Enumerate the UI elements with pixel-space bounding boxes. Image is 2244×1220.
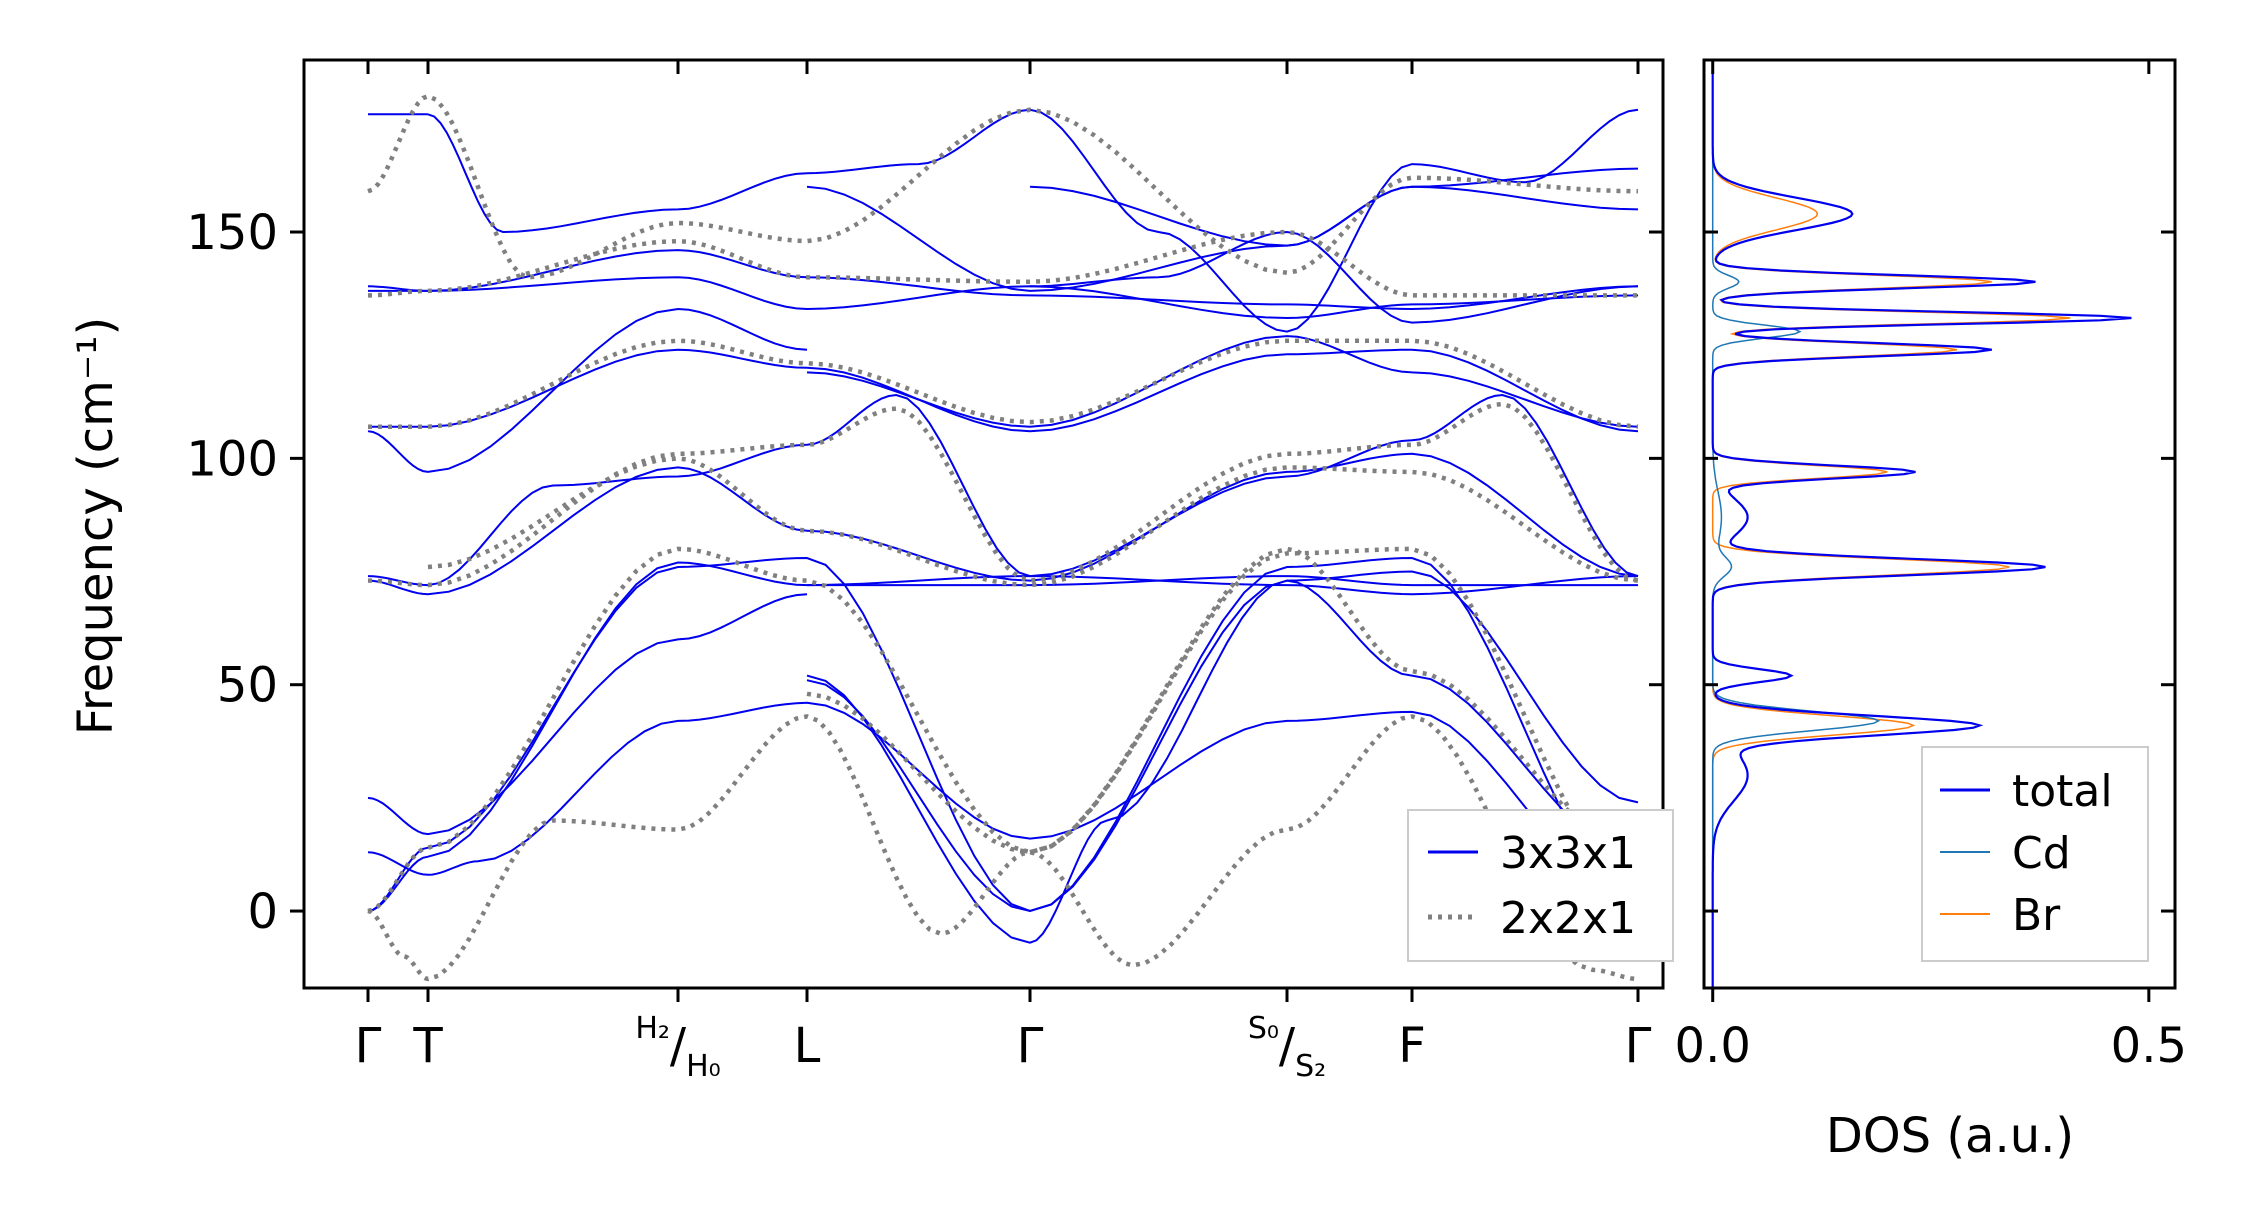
dos-x-axis-label: DOS (a.u.): [1826, 1108, 2074, 1164]
band-line-2x2x1: [367, 714, 1639, 982]
band-line-3x3x1: [807, 575, 1638, 587]
band-line-3x3x1: [1029, 230, 1639, 324]
band-line-2x2x1: [367, 401, 1639, 588]
dos-line-total: [1711, 60, 2132, 988]
band-line-2x2x1: [806, 546, 1639, 855]
band-line-2x2x1: [427, 456, 1639, 588]
dos-line-cd: [1711, 60, 1881, 988]
band-x-tick-label: Γ: [1017, 1018, 1044, 1074]
band-x-tick-label: L: [794, 1018, 821, 1074]
band-lines: [367, 93, 1639, 982]
band-y-tick-label: 100: [186, 431, 278, 487]
band-legend: 3x3x1 2x2x1: [1407, 809, 1674, 962]
band-x-tick-label: H₂/H₀: [635, 1011, 720, 1084]
dos-legend: total Cd Br: [1921, 746, 2149, 962]
band-line-3x3x1: [1029, 185, 1639, 247]
band-line-3x3x1: [806, 452, 1639, 582]
band-line-3x3x1: [806, 167, 1639, 292]
band-legend-box: [1407, 809, 1674, 962]
dos-x-tick-label: 0.0: [1675, 1018, 1751, 1074]
band-line-3x3x1: [368, 348, 808, 428]
band-x-tick-label: S₀/S₂: [1248, 1011, 1326, 1084]
band-line-3x3x1: [806, 575, 1639, 596]
band-line-3x3x1: [806, 335, 1639, 428]
band-line-3x3x1: [367, 701, 1639, 903]
band-line-3x3x1: [806, 348, 1639, 433]
band-line-2x2x1: [368, 338, 1639, 429]
legend-label-cd: Cd: [2012, 828, 2071, 879]
dos-x-tick-label: 0.5: [2111, 1018, 2187, 1074]
legend-label-total: total: [2012, 766, 2113, 817]
band-line-3x3x1: [367, 249, 1639, 311]
band-line-3x3x1: [427, 113, 808, 234]
dos-lines: [1711, 60, 2132, 988]
dos-legend-box: [1921, 746, 2149, 962]
band-line-3x3x1: [368, 276, 1639, 320]
dos-plot-frame: [1702, 58, 2177, 990]
band-y-ticks: 0 50 100 150: [186, 205, 1663, 940]
band-y-tick-label: 50: [217, 658, 278, 714]
band-plot-frame: [302, 58, 1665, 990]
band-x-tick-label: Γ: [1625, 1018, 1652, 1074]
band-x-tick-label: F: [1398, 1018, 1426, 1074]
band-line-3x3x1: [806, 579, 1639, 944]
band-line-3x3x1: [367, 307, 808, 473]
band-line-3x3x1: [367, 556, 1639, 913]
band-line-3x3x1: [367, 466, 808, 596]
dos-series-group: [1711, 60, 2132, 988]
legend-label-3x3x1: 3x3x1: [1500, 828, 1636, 879]
dos-x-ticks: 0.0 0.5: [1675, 60, 2187, 1074]
band-y-tick-label: 150: [186, 205, 278, 261]
band-y-tick-label: 0: [247, 884, 278, 940]
band-line-3x3x1: [806, 108, 1639, 333]
band-line-2x2x1: [367, 229, 1638, 298]
band-x-tick-label: Γ: [355, 1018, 382, 1074]
band-y-axis-label: Frequency (cm⁻¹): [68, 317, 124, 735]
band-line-2x2x1: [367, 93, 1639, 280]
band-line-3x3x1: [367, 593, 808, 836]
band-line-3x3x1: [367, 393, 1639, 587]
legend-label-br: Br: [2012, 890, 2061, 941]
band-line-3x3x1: [367, 561, 808, 912]
band-x-ticks: Γ T H₂/H₀ L Γ S₀/S₂ F Γ: [355, 60, 1652, 1084]
series-2x2x1: [367, 93, 1639, 982]
dos-panel: 0.0 0.5 DOS (a.u.) total Cd Br: [1675, 58, 2187, 1164]
band-x-tick-label: T: [412, 1018, 443, 1074]
legend-label-2x2x1: 2x2x1: [1500, 893, 1636, 944]
dos-y-ticks: [1704, 230, 2175, 913]
